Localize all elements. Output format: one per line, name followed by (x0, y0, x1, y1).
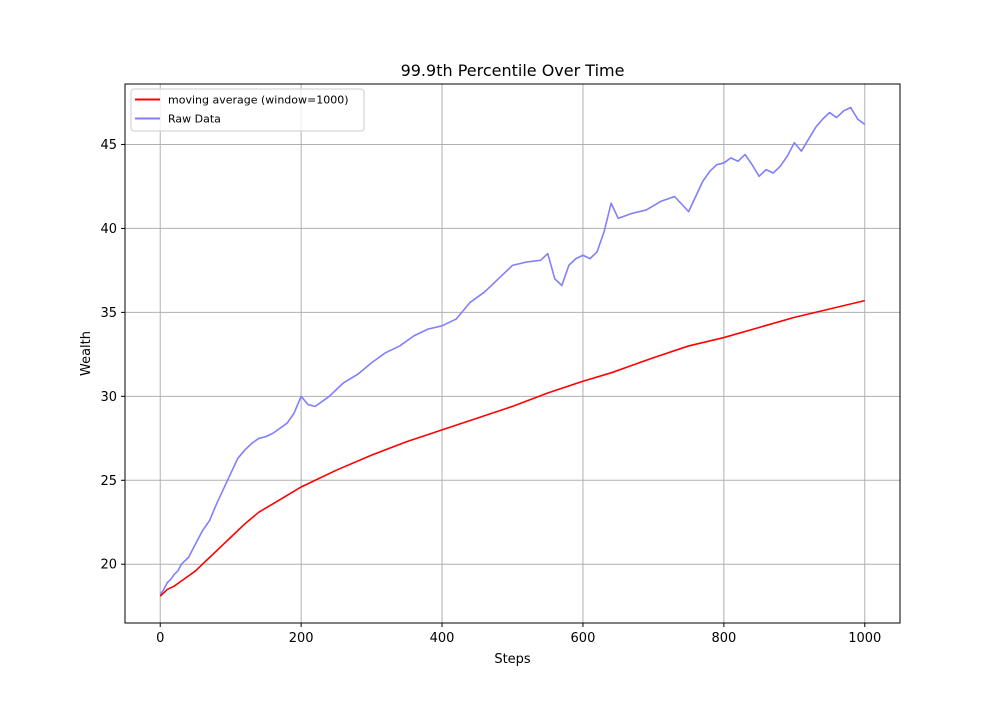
tick-layer: 0 200 400 600 800 1000 20 25 30 35 40 45 (100, 138, 881, 646)
legend-box (130, 88, 365, 132)
grid-layer (125, 84, 900, 623)
x-tick-label: 1000 (848, 631, 881, 646)
y-tick-label: 25 (100, 474, 117, 489)
x-tick-label: 400 (430, 631, 455, 646)
chart-title: 99.9th Percentile Over Time (401, 61, 625, 80)
x-tick-label: 0 (156, 631, 164, 646)
legend: moving average (window=1000) Raw Data (130, 88, 365, 132)
y-tick-label: 20 (100, 558, 117, 573)
series-raw-data-line (159, 106, 866, 595)
legend-label-raw-data: Raw Data (168, 113, 221, 126)
y-tick-label: 40 (100, 222, 117, 237)
series-layer (159, 106, 866, 597)
x-axis-label: Steps (494, 652, 531, 667)
x-tick-label: 200 (289, 631, 314, 646)
plot-frame (124, 83, 901, 624)
y-tick-label: 35 (100, 306, 117, 321)
x-tick-label: 600 (571, 631, 596, 646)
y-axis-label: Wealth (79, 331, 94, 376)
x-tick-label: 800 (711, 631, 736, 646)
y-tick-label: 45 (100, 138, 117, 153)
legend-label-moving-average: moving average (window=1000) (168, 94, 349, 107)
series-moving-average-line (159, 299, 865, 597)
y-tick-label: 30 (100, 390, 117, 405)
